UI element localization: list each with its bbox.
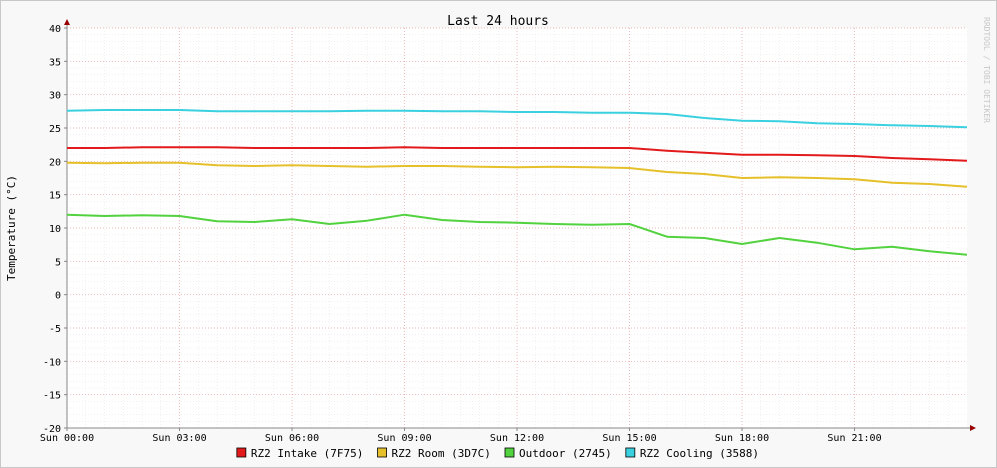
series-line-4: [66, 109, 968, 129]
legend-swatch-2: [377, 447, 387, 458]
grid: [66, 27, 967, 429]
legend-label-1: RZ2 Intake (7F75): [251, 447, 364, 460]
axes: -20 -15 -10 -5 0 5 10 15 20 25 30 35 40 Sun 00:00 Sun …: [40, 19, 976, 444]
chart-title: Last 24 hours: [447, 14, 549, 29]
y-tick-label: 20: [49, 157, 61, 168]
legend-label-2: RZ2 Room (3D7C): [392, 447, 491, 460]
y-tick-label: 30: [49, 91, 61, 102]
legend-label-3: Outdoor (2745): [519, 447, 612, 460]
y-axis-arrow: [64, 19, 70, 25]
y-tick-label: 5: [55, 257, 61, 268]
x-tick-label: Sun 12:00: [490, 433, 544, 444]
series-line-3: [66, 213, 968, 256]
y-tick-label: -5: [49, 324, 61, 335]
x-tick-label: Sun 09:00: [377, 433, 431, 444]
y-tick-label: 40: [49, 24, 61, 35]
y-tick-label: 25: [49, 124, 61, 135]
x-tick-label: Sun 06:00: [265, 433, 319, 444]
x-tick-label: Sun 18:00: [715, 433, 769, 444]
legend-swatch-1: [236, 447, 247, 458]
x-tick-label: Sun 03:00: [152, 433, 206, 444]
y-tick-label: -10: [43, 357, 61, 368]
legend-label-4: RZ2 Cooling (3588): [640, 447, 759, 460]
x-tick-label: Sun 21:00: [827, 433, 881, 444]
x-axis-arrow: [970, 425, 976, 431]
y-tick-label: -15: [43, 391, 61, 402]
y-tick-label: 10: [49, 224, 61, 235]
y-axis-label: Temperature (°C): [5, 175, 18, 281]
y-tick-label: -20: [43, 424, 61, 435]
legend: RZ2 Intake (7F75) RZ2 Room (3D7C) Outdoor …: [236, 447, 759, 460]
x-tick-label: Sun 00:00: [40, 433, 94, 444]
y-tick-label: 15: [49, 191, 61, 202]
rrdtool-watermark: RRDTOOL / TOBI OETIKER: [982, 17, 991, 123]
y-tick-label: 35: [49, 57, 61, 68]
series-line-2: [66, 161, 968, 188]
series-lines: [66, 109, 968, 256]
legend-swatch-4: [625, 447, 636, 458]
legend-swatch-3: [504, 447, 515, 458]
x-tick-label: Sun 15:00: [602, 433, 656, 444]
series-line-1: [67, 146, 968, 162]
y-tick-label: 0: [55, 291, 61, 302]
